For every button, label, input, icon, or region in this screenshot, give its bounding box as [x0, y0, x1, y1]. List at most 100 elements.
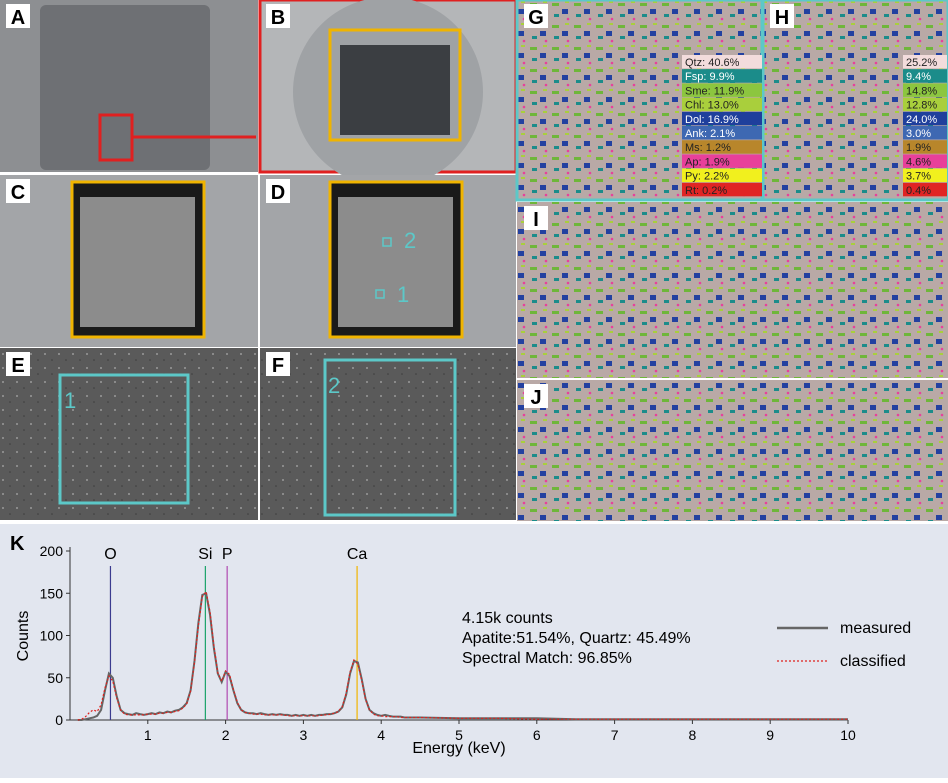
region-label: 2 — [328, 373, 340, 398]
mineral-cell — [903, 69, 947, 83]
label-bg — [524, 4, 548, 28]
mineral-label: 14.8% — [906, 85, 937, 97]
mineral-label: Qtz: 40.6% — [685, 57, 740, 69]
panel-label: K — [10, 533, 25, 555]
x-tick-label: 9 — [766, 727, 774, 743]
mineral-cell — [682, 126, 762, 140]
mineral-label: 3.7% — [906, 171, 931, 183]
y-tick-label: 0 — [55, 712, 63, 728]
sample — [340, 45, 450, 135]
panel-label: E — [11, 355, 24, 377]
mineral-label: 3.0% — [906, 128, 931, 140]
mineral-label: 24.0% — [906, 114, 937, 126]
y-tick-label: 200 — [40, 543, 64, 559]
element-label: P — [222, 546, 233, 563]
mineral-cell — [903, 83, 947, 97]
mineral-label: 1.9% — [906, 142, 931, 154]
mineral-cell — [682, 182, 762, 197]
panel-label: B — [271, 7, 285, 29]
annotation: 4.15k counts — [462, 610, 553, 627]
mineral-cell — [682, 83, 762, 97]
y-axis-label: Counts — [15, 611, 32, 662]
mineral-label: Ms: 1.2% — [685, 142, 731, 154]
x-tick-label: 4 — [377, 727, 385, 743]
mineral-cell — [903, 55, 947, 69]
mineral-label: Ank: 2.1% — [685, 128, 735, 140]
mineral-map — [517, 202, 948, 378]
label-bg — [6, 4, 30, 28]
y-tick-label: 150 — [40, 585, 64, 601]
label-bg — [524, 206, 548, 230]
legend-label: classified — [840, 653, 906, 670]
mineral-label: Chl: 13.0% — [685, 100, 739, 112]
x-tick-label: 10 — [840, 727, 856, 743]
label-bg — [266, 179, 290, 203]
label-bg — [524, 384, 548, 408]
element-label: Si — [198, 546, 212, 563]
x-tick-label: 3 — [300, 727, 308, 743]
mineral-cell — [903, 154, 947, 168]
mineral-label: Fsp: 9.9% — [685, 71, 735, 83]
mineral-cell — [903, 168, 947, 183]
label-bg — [266, 352, 290, 376]
mineral-cell — [682, 97, 762, 112]
panel-k — [0, 524, 948, 778]
x-axis-label: Energy (keV) — [412, 740, 505, 757]
mineral-label: 25.2% — [906, 57, 937, 69]
mineral-cell — [903, 126, 947, 140]
mineral-map — [517, 380, 948, 521]
mineral-cell — [903, 97, 947, 112]
mineral-label: Rt: 0.2% — [685, 185, 727, 197]
x-tick-label: 8 — [689, 727, 697, 743]
x-tick-label: 2 — [222, 727, 230, 743]
mineral-label: 9.4% — [906, 71, 931, 83]
label-bg — [6, 179, 30, 203]
element-label: Ca — [347, 546, 368, 563]
panel-label: A — [11, 7, 25, 29]
sample-surface — [80, 197, 195, 327]
mineral-label: Py: 2.2% — [685, 171, 729, 183]
annotation: Spectral Match: 96.85% — [462, 650, 632, 667]
panel-label: J — [530, 387, 541, 409]
mineral-cell — [903, 140, 947, 154]
mineral-cell — [903, 111, 947, 126]
spectrum-line — [77, 590, 848, 721]
mineral-cell — [682, 168, 762, 183]
mineral-cell — [682, 55, 762, 69]
region — [58, 373, 190, 505]
panel-label: H — [775, 7, 789, 29]
panel-label: D — [271, 182, 285, 204]
mineral-cell — [682, 111, 762, 126]
label-bg — [770, 4, 794, 28]
region-label: 1 — [64, 388, 76, 413]
sample-holder — [40, 5, 210, 170]
highlight-box — [328, 28, 462, 142]
panel-label: F — [272, 355, 284, 377]
x-tick-label: 1 — [144, 727, 152, 743]
mineral-label: Ap: 1.9% — [685, 156, 730, 168]
x-tick-label: 5 — [455, 727, 463, 743]
sample-surface — [338, 197, 453, 327]
panel-label: G — [528, 7, 544, 29]
sem-image — [260, 348, 516, 520]
mineral-label: Sme: 11.9% — [685, 85, 744, 97]
panel-label: I — [533, 209, 539, 231]
element-label: O — [104, 546, 116, 563]
mineral-cell — [682, 140, 762, 154]
region — [375, 289, 385, 299]
mineral-label: Dol: 16.9% — [685, 114, 739, 126]
y-tick-label: 50 — [47, 670, 63, 686]
x-tick-label: 6 — [533, 727, 541, 743]
mineral-label: 12.8% — [906, 100, 937, 112]
mineral-cell — [682, 69, 762, 83]
mineral-cell — [682, 154, 762, 168]
legend-label: measured — [840, 620, 911, 637]
region — [323, 358, 457, 517]
sem-image — [0, 348, 258, 520]
region-label: 2 — [404, 228, 416, 253]
y-tick-label: 100 — [40, 628, 64, 644]
x-tick-label: 7 — [611, 727, 619, 743]
region — [382, 237, 392, 247]
